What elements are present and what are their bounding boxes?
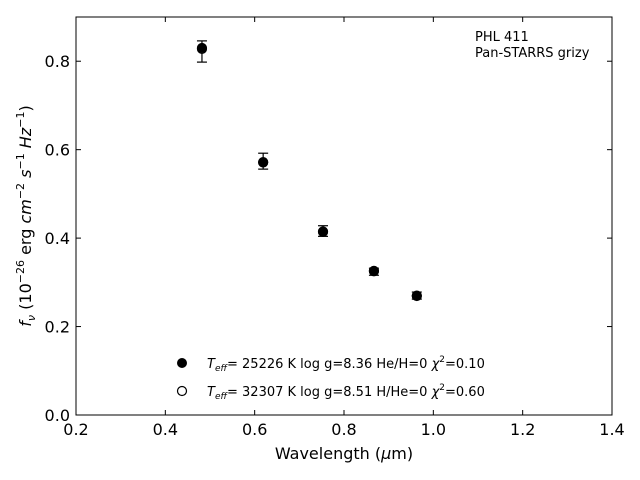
legend-entry-1: Teff= 25226 K log g=8.36 He/H=0 χ2=0.10	[207, 355, 485, 374]
model-point-filled	[368, 266, 380, 277]
y-tick-label: 0.4	[45, 229, 70, 248]
data-points	[196, 42, 422, 302]
y-axis-label: fν (10−26 erg cm−2 s−1 Hz−1)	[14, 105, 38, 326]
x-axis-label: Wavelength (μm)	[275, 444, 413, 463]
legend: Teff= 25226 K log g=8.36 He/H=0 χ2=0.10 …	[176, 355, 485, 402]
legend-marker-filled	[177, 358, 187, 368]
model-point-filled	[196, 42, 208, 54]
x-tick-label: 1.0	[421, 420, 446, 439]
annotation-object: PHL 411	[475, 30, 529, 45]
y-tick-label: 0.8	[45, 52, 70, 71]
y-tick-label: 0.0	[45, 406, 70, 425]
annotation-survey: Pan-STARRS grizy	[475, 46, 590, 61]
y-tick-label: 0.6	[45, 141, 70, 160]
error-bars	[196, 40, 422, 300]
legend-entry-2: Teff= 32307 K log g=8.51 H/He=0 χ2=0.60	[207, 383, 485, 402]
y-tick-label: 0.2	[45, 318, 70, 337]
x-tick-label: 1.4	[599, 420, 624, 439]
x-tick-label: 1.2	[510, 420, 535, 439]
axis-ticks: 0.2 0.4 0.6 0.8 1.0 1.2 1.40.00.20.40.60.8	[45, 17, 625, 439]
x-tick-label: 0.6	[242, 420, 267, 439]
model-point-filled	[258, 156, 269, 168]
plot-frame	[75, 16, 613, 416]
x-tick-label: 0.4	[153, 420, 178, 439]
model-point-filled	[317, 226, 329, 238]
legend-marker-open	[176, 385, 188, 397]
x-tick-label: 0.2	[63, 420, 88, 439]
x-tick-label: 0.8	[331, 420, 356, 439]
model-point-filled	[411, 290, 422, 302]
